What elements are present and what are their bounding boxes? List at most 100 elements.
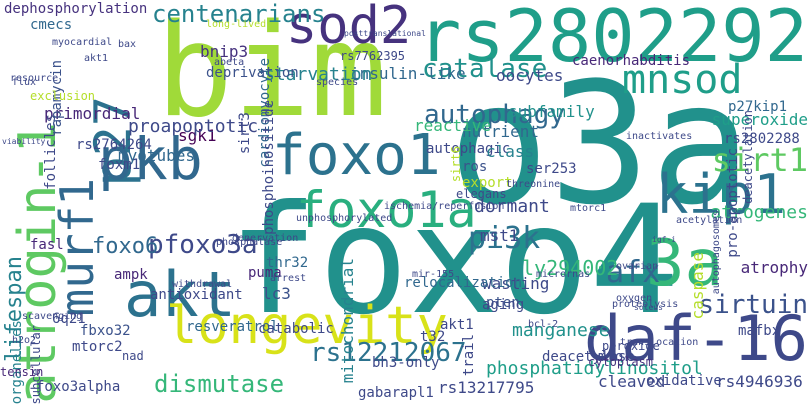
word: sirt1 — [711, 141, 808, 179]
word: resource — [10, 73, 59, 84]
word: ischemia/reperfusion — [384, 201, 505, 212]
word: oocytes — [496, 66, 564, 85]
word: foxo1 — [272, 123, 441, 188]
word: fbxo32 — [80, 323, 131, 339]
word: proapoptotic — [128, 116, 259, 137]
word: oxidative — [646, 373, 722, 389]
word: catalase — [422, 54, 548, 84]
word: dormant — [474, 196, 550, 217]
word: long-lived — [206, 19, 267, 30]
word: proteolysis — [612, 299, 679, 310]
word: withdrawal — [172, 279, 233, 290]
word: cmecs — [30, 17, 73, 33]
word: scavenging — [22, 311, 83, 322]
word: wasting — [482, 274, 550, 293]
word: bnip3 — [200, 42, 249, 61]
word: autophagy — [424, 100, 565, 130]
word: atrogenes — [710, 202, 808, 223]
word: nutrient — [462, 122, 540, 141]
word: mnsod — [622, 57, 743, 103]
word: tensin — [0, 365, 44, 379]
word: denervation — [232, 233, 299, 244]
word: bim — [156, 0, 388, 146]
word: autophagosomes — [711, 210, 722, 295]
word: primordial — [44, 104, 141, 123]
word: rs13217795 — [438, 378, 535, 397]
word: daf-16 — [584, 302, 808, 375]
word: ovarian — [616, 261, 659, 272]
word: manganese — [512, 320, 610, 341]
word: foxo6 — [92, 234, 159, 259]
word: posttranslational — [344, 29, 426, 38]
word: mafbx — [738, 323, 781, 339]
word: 3a — [646, 227, 724, 301]
word: ampk — [114, 267, 148, 283]
word: acetylation — [676, 215, 743, 226]
word: peroxide — [602, 339, 660, 353]
word: 6q21 — [52, 311, 86, 327]
word: rs2802292 — [417, 0, 808, 78]
word: subfamily — [508, 102, 595, 121]
word: bh3-only — [372, 355, 440, 371]
word: mst1 — [480, 226, 519, 245]
word: flux — [12, 77, 37, 88]
word: aging — [482, 297, 525, 313]
word: atrophy — [740, 258, 808, 277]
word: ly294002 — [522, 256, 619, 280]
word: pi3k — [468, 221, 541, 256]
word: mtorc1 — [570, 203, 607, 214]
word: fasl — [30, 237, 64, 253]
word: caspase — [688, 252, 707, 320]
word: h2o2 — [12, 335, 37, 346]
word: lc3 — [262, 284, 291, 303]
word: foxo1a — [296, 181, 477, 239]
word: ros — [462, 159, 488, 175]
word: sgk1 — [178, 126, 217, 145]
word: exclusion — [30, 89, 96, 103]
word: mitochondrial — [338, 258, 357, 384]
word: elegans — [456, 187, 507, 201]
word: autophagic — [426, 141, 511, 157]
word: akt1 — [440, 317, 474, 333]
word: species — [316, 77, 359, 88]
word: unphosphorylated — [296, 213, 393, 224]
word: myocardial — [52, 37, 113, 48]
word: antioxidant — [150, 287, 243, 303]
word: phosphatidylinositol — [486, 358, 703, 379]
word: cytoplasm — [588, 355, 654, 369]
word: caenorhabditis — [572, 53, 691, 69]
word: sirt6 — [449, 146, 463, 183]
word: export — [462, 175, 513, 191]
word: arrest — [270, 273, 307, 284]
word: mtor — [598, 349, 632, 365]
word: deacetylase — [542, 349, 635, 365]
word: viability — [2, 137, 46, 146]
word: foxo4 — [228, 174, 680, 348]
word: myotubes — [118, 146, 196, 165]
word: abeta — [214, 57, 245, 68]
word: deprivation — [206, 65, 299, 81]
word: igf-i — [652, 235, 677, 244]
word: sod2 — [286, 0, 412, 56]
word: phosphoinositide — [261, 100, 277, 235]
word: class — [486, 142, 535, 161]
word: nad — [122, 349, 144, 363]
word: mtorc2 — [72, 339, 123, 355]
word: dismutase — [154, 370, 285, 398]
word: bcl-2 — [528, 319, 559, 330]
word: micrornas — [536, 269, 591, 280]
word: dephosphorylation — [4, 1, 148, 17]
word: rs12212067 — [310, 338, 467, 368]
word: superoxide — [711, 110, 808, 129]
word: oxygen — [616, 293, 653, 304]
word: longevity — [166, 296, 448, 356]
word: translocation — [620, 337, 699, 348]
word: rs2764264 — [76, 137, 152, 153]
word: pro-apoptotic — [725, 148, 741, 258]
word: threonine — [506, 179, 561, 190]
word: foxo3alpha — [36, 379, 121, 395]
word: puma — [248, 265, 282, 281]
word: ser253 — [526, 161, 577, 177]
word: resveratrol — [186, 319, 279, 335]
word: bax — [118, 39, 137, 50]
